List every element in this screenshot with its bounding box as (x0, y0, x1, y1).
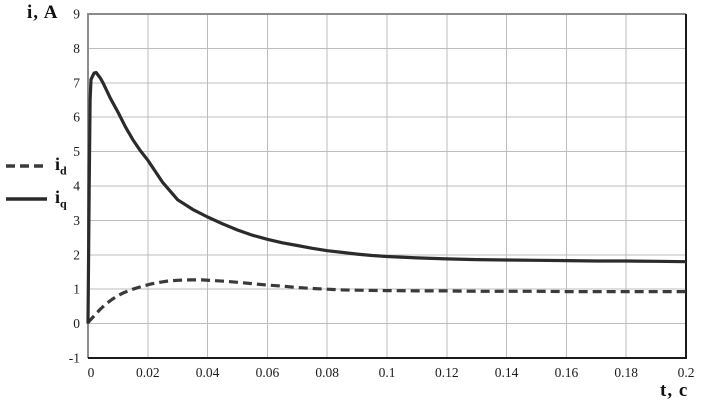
legend-label-id: id (55, 154, 67, 178)
x-axis-title: t, c (660, 380, 689, 401)
x-tick-label: 0.16 (555, 365, 579, 380)
y-tick-label: 3 (73, 213, 80, 228)
y-tick-label: 9 (73, 7, 80, 22)
y-tick-label: 2 (73, 247, 80, 262)
y-axis-title: i, A (27, 2, 59, 23)
x-tick-label: 0.12 (435, 365, 459, 380)
y-tick-label: 0 (73, 316, 80, 331)
iq-curve (86, 70, 687, 324)
dashed-line-swatch (6, 164, 47, 168)
legend-label-iq: iq (55, 187, 67, 211)
x-tick-label: 0.18 (614, 365, 638, 380)
legend: id iq (5, 153, 67, 219)
y-tick-label: 8 (73, 41, 80, 56)
x-tick-label: 0.08 (315, 365, 339, 380)
solid-line-swatch (6, 197, 47, 201)
x-tick-label: 0 (88, 365, 95, 380)
id-curve (86, 278, 686, 324)
y-tick-label: 5 (73, 144, 80, 159)
x-tick-label: 0.14 (495, 365, 519, 380)
x-tick-label: 0.1 (379, 365, 396, 380)
legend-item-id: id (5, 153, 67, 179)
y-tick-label: 4 (73, 179, 80, 194)
y-tick-label: 6 (73, 110, 80, 125)
x-tick-label: 0.02 (136, 365, 160, 380)
x-tick-label: 0.04 (196, 365, 220, 380)
plot-border-bottomright (88, 14, 687, 359)
y-tick-label: 1 (73, 282, 80, 297)
x-tick-label: 0.2 (678, 365, 695, 380)
x-tick-label: 0.06 (256, 365, 280, 380)
y-tick-label: -1 (69, 351, 80, 366)
legend-item-iq: iq (5, 186, 67, 212)
y-tick-label: 7 (73, 75, 80, 90)
